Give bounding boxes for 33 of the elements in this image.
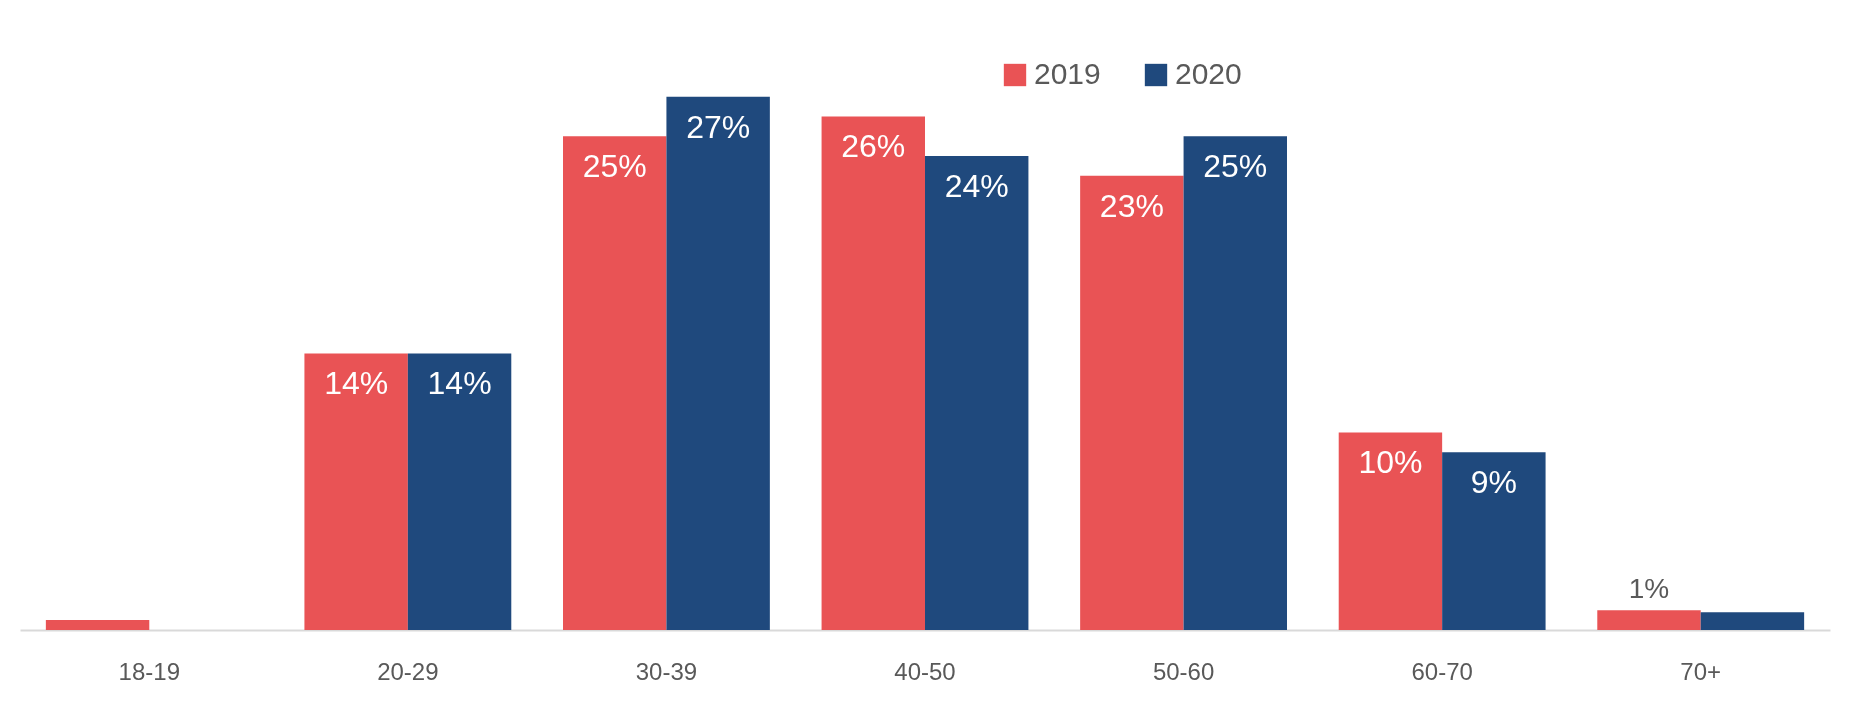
data-label: 27% xyxy=(686,108,751,145)
data-label: 10% xyxy=(1358,444,1423,481)
data-label: 14% xyxy=(427,365,492,402)
bar xyxy=(45,620,150,630)
data-label: 26% xyxy=(841,128,906,165)
bar xyxy=(1442,452,1546,630)
x-tick-label: 20-29 xyxy=(377,657,439,685)
bar xyxy=(1700,612,1805,630)
x-tick-label: 40-50 xyxy=(894,657,956,685)
bar xyxy=(407,353,512,630)
x-tick-label: 30-39 xyxy=(635,657,698,685)
bar xyxy=(821,116,925,630)
x-tick-label: 70+ xyxy=(1680,657,1722,685)
data-label: 9% xyxy=(1470,464,1517,501)
data-label: 14% xyxy=(324,365,389,402)
x-tick-label: 50-60 xyxy=(1152,657,1215,685)
bar xyxy=(666,96,770,630)
bar xyxy=(1338,432,1443,630)
data-label: 24% xyxy=(944,167,1009,204)
x-tick-label: 60-70 xyxy=(1411,657,1473,685)
data-label: 23% xyxy=(1099,187,1164,224)
bar xyxy=(1183,136,1287,630)
bar xyxy=(925,155,1029,630)
data-label: 1% xyxy=(1628,573,1670,605)
data-label: 25% xyxy=(1203,148,1268,185)
bar xyxy=(1080,175,1184,630)
bar xyxy=(563,136,667,630)
legend-label: 2019 xyxy=(1034,57,1101,90)
bar xyxy=(304,353,408,630)
data-label: 25% xyxy=(582,148,647,185)
x-tick-label: 18-19 xyxy=(118,657,180,685)
legend-label: 2020 xyxy=(1175,57,1242,90)
bar xyxy=(1597,610,1701,630)
